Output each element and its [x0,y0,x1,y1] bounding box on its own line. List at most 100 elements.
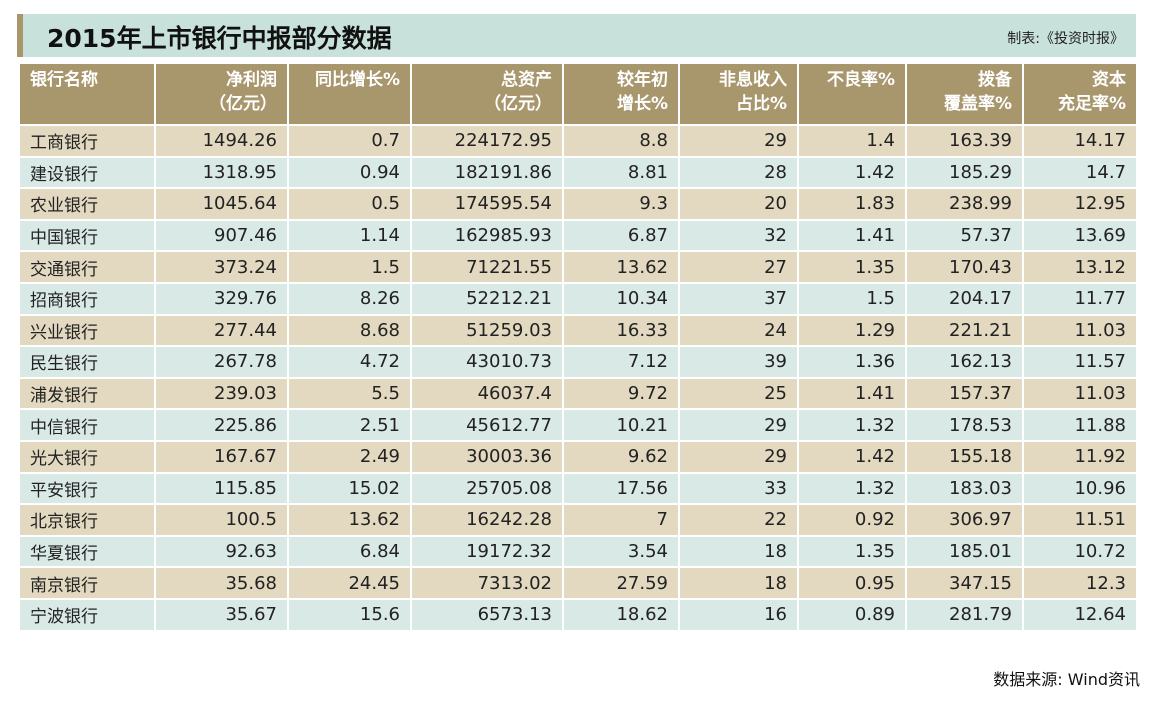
table-cell: 1.32 [797,471,907,506]
bank-name-cell: 交通银行 [18,250,156,284]
table-cell: 18.62 [562,597,680,632]
table-cell: 24 [678,313,799,348]
table-cell: 185.01 [905,534,1024,569]
table-cell: 224172.95 [410,124,564,158]
column-header: 不良率% [797,62,907,126]
table-cell: 25 [678,376,799,411]
table-cell: 11.88 [1022,408,1138,442]
table-cell: 8.8 [562,124,680,158]
table-cell: 0.95 [797,566,907,600]
table-cell: 27 [678,250,799,284]
table-cell: 1.41 [797,218,907,253]
table-cell: 1.14 [287,218,412,253]
table-cell: 7 [562,503,680,537]
table-cell: 43010.73 [410,345,564,379]
column-header-line: 拨备 [978,70,1012,90]
table-cell: 267.78 [154,345,289,379]
table-cell: 3.54 [562,534,680,569]
column-header-line: （亿元） [209,94,277,114]
bank-name-cell: 招商银行 [18,281,156,316]
table-cell: 37 [678,281,799,316]
table-cell: 1494.26 [154,124,289,158]
header-row: 银行名称 净利润 （亿元） 同比增长% 总资产 （亿元） 较年初 增长% 非息收入 占比% 不良率%… [18,62,1138,126]
table-cell: 0.5 [287,187,412,221]
column-header: 较年初 增长% [562,62,680,126]
table-cell: 29 [678,439,799,474]
table-cell: 162985.93 [410,218,564,253]
column-header-line: 同比增长% [314,70,400,90]
table-cell: 16 [678,597,799,632]
table-cell: 1.83 [797,187,907,221]
bank-name-cell: 民生银行 [18,345,156,379]
column-header-line: 覆盖率% [943,94,1012,114]
table-cell: 24.45 [287,566,412,600]
table-cell: 1318.95 [154,155,289,190]
table-cell: 162.13 [905,345,1024,379]
table-cell: 11.92 [1022,439,1138,474]
table-cell: 30003.36 [410,439,564,474]
table-cell: 347.15 [905,566,1024,600]
table-cell: 163.39 [905,124,1024,158]
table-cell: 1.41 [797,376,907,411]
table-cell: 35.67 [154,597,289,632]
table-row: 华夏银行 92.63 6.84 19172.32 3.54 18 1.35 185.01 10.… [18,534,1138,569]
table-cell: 5.5 [287,376,412,411]
table-cell: 1.36 [797,345,907,379]
table-cell: 33 [678,471,799,506]
table-cell: 1.42 [797,439,907,474]
table-cell: 0.89 [797,597,907,632]
table-cell: 11.03 [1022,313,1138,348]
bank-name-cell: 华夏银行 [18,534,156,569]
table-row: 宁波银行 35.67 15.6 6573.13 18.62 16 0.89 281.79 12.… [18,597,1138,632]
table-row: 建设银行 1318.95 0.94 182191.86 8.81 28 1.42 185.29… [18,155,1138,190]
column-header-line: 资本 [1092,70,1126,90]
credit: 制表:《投资时报》 [1007,31,1124,47]
table-cell: 12.64 [1022,597,1138,632]
table-row: 交通银行 373.24 1.5 71221.55 13.62 27 1.35 170.43 13… [18,250,1138,284]
table-cell: 12.3 [1022,566,1138,600]
column-header: 总资产 （亿元） [410,62,564,126]
table-cell: 1.4 [797,124,907,158]
table-row: 中国银行 907.46 1.14 162985.93 6.87 32 1.41 57.37 13… [18,218,1138,253]
bank-name-cell: 宁波银行 [18,597,156,632]
bank-name-cell: 光大银行 [18,439,156,474]
bank-name-cell: 中信银行 [18,408,156,442]
table-cell: 8.68 [287,313,412,348]
table-cell: 221.21 [905,313,1024,348]
table-cell: 7.12 [562,345,680,379]
column-header-line: 总资产 [501,70,552,90]
table-row: 招商银行 329.76 8.26 52212.21 10.34 37 1.5 204.17 11… [18,281,1138,316]
bank-name-cell: 工商银行 [18,124,156,158]
table-cell: 16.33 [562,313,680,348]
table-cell: 12.95 [1022,187,1138,221]
table-cell: 18 [678,566,799,600]
table-cell: 57.37 [905,218,1024,253]
table-cell: 10.34 [562,281,680,316]
title-bar: 2015年上市银行中报部分数据 制表:《投资时报》 [17,14,1136,57]
table-cell: 0.92 [797,503,907,537]
table-row: 工商银行 1494.26 0.7 224172.95 8.8 29 1.4 163.39 14.… [18,124,1138,158]
bank-name-cell: 中国银行 [18,218,156,253]
table-row: 中信银行 225.86 2.51 45612.77 10.21 29 1.32 178.53 1… [18,408,1138,442]
table-cell: 9.3 [562,187,680,221]
table-cell: 4.72 [287,345,412,379]
table-row: 农业银行 1045.64 0.5 174595.54 9.3 20 1.83 238.99 12… [18,187,1138,221]
table-row: 南京银行 35.68 24.45 7313.02 27.59 18 0.95 347.15 12… [18,566,1138,600]
table-cell: 238.99 [905,187,1024,221]
table-cell: 32 [678,218,799,253]
table-cell: 182191.86 [410,155,564,190]
table-cell: 306.97 [905,503,1024,537]
table-cell: 14.7 [1022,155,1138,190]
table-cell: 6.84 [287,534,412,569]
table-cell: 2.49 [287,439,412,474]
table-cell: 225.86 [154,408,289,442]
column-header-line: 净利润 [226,70,277,90]
table-cell: 25705.08 [410,471,564,506]
column-header-line: 较年初 [617,70,668,90]
table-cell: 9.72 [562,376,680,411]
table-cell: 11.51 [1022,503,1138,537]
table-cell: 7313.02 [410,566,564,600]
table-row: 浦发银行 239.03 5.5 46037.4 9.72 25 1.41 157.37 11.0… [18,376,1138,411]
column-header-line: 占比% [735,94,787,114]
table-cell: 8.81 [562,155,680,190]
